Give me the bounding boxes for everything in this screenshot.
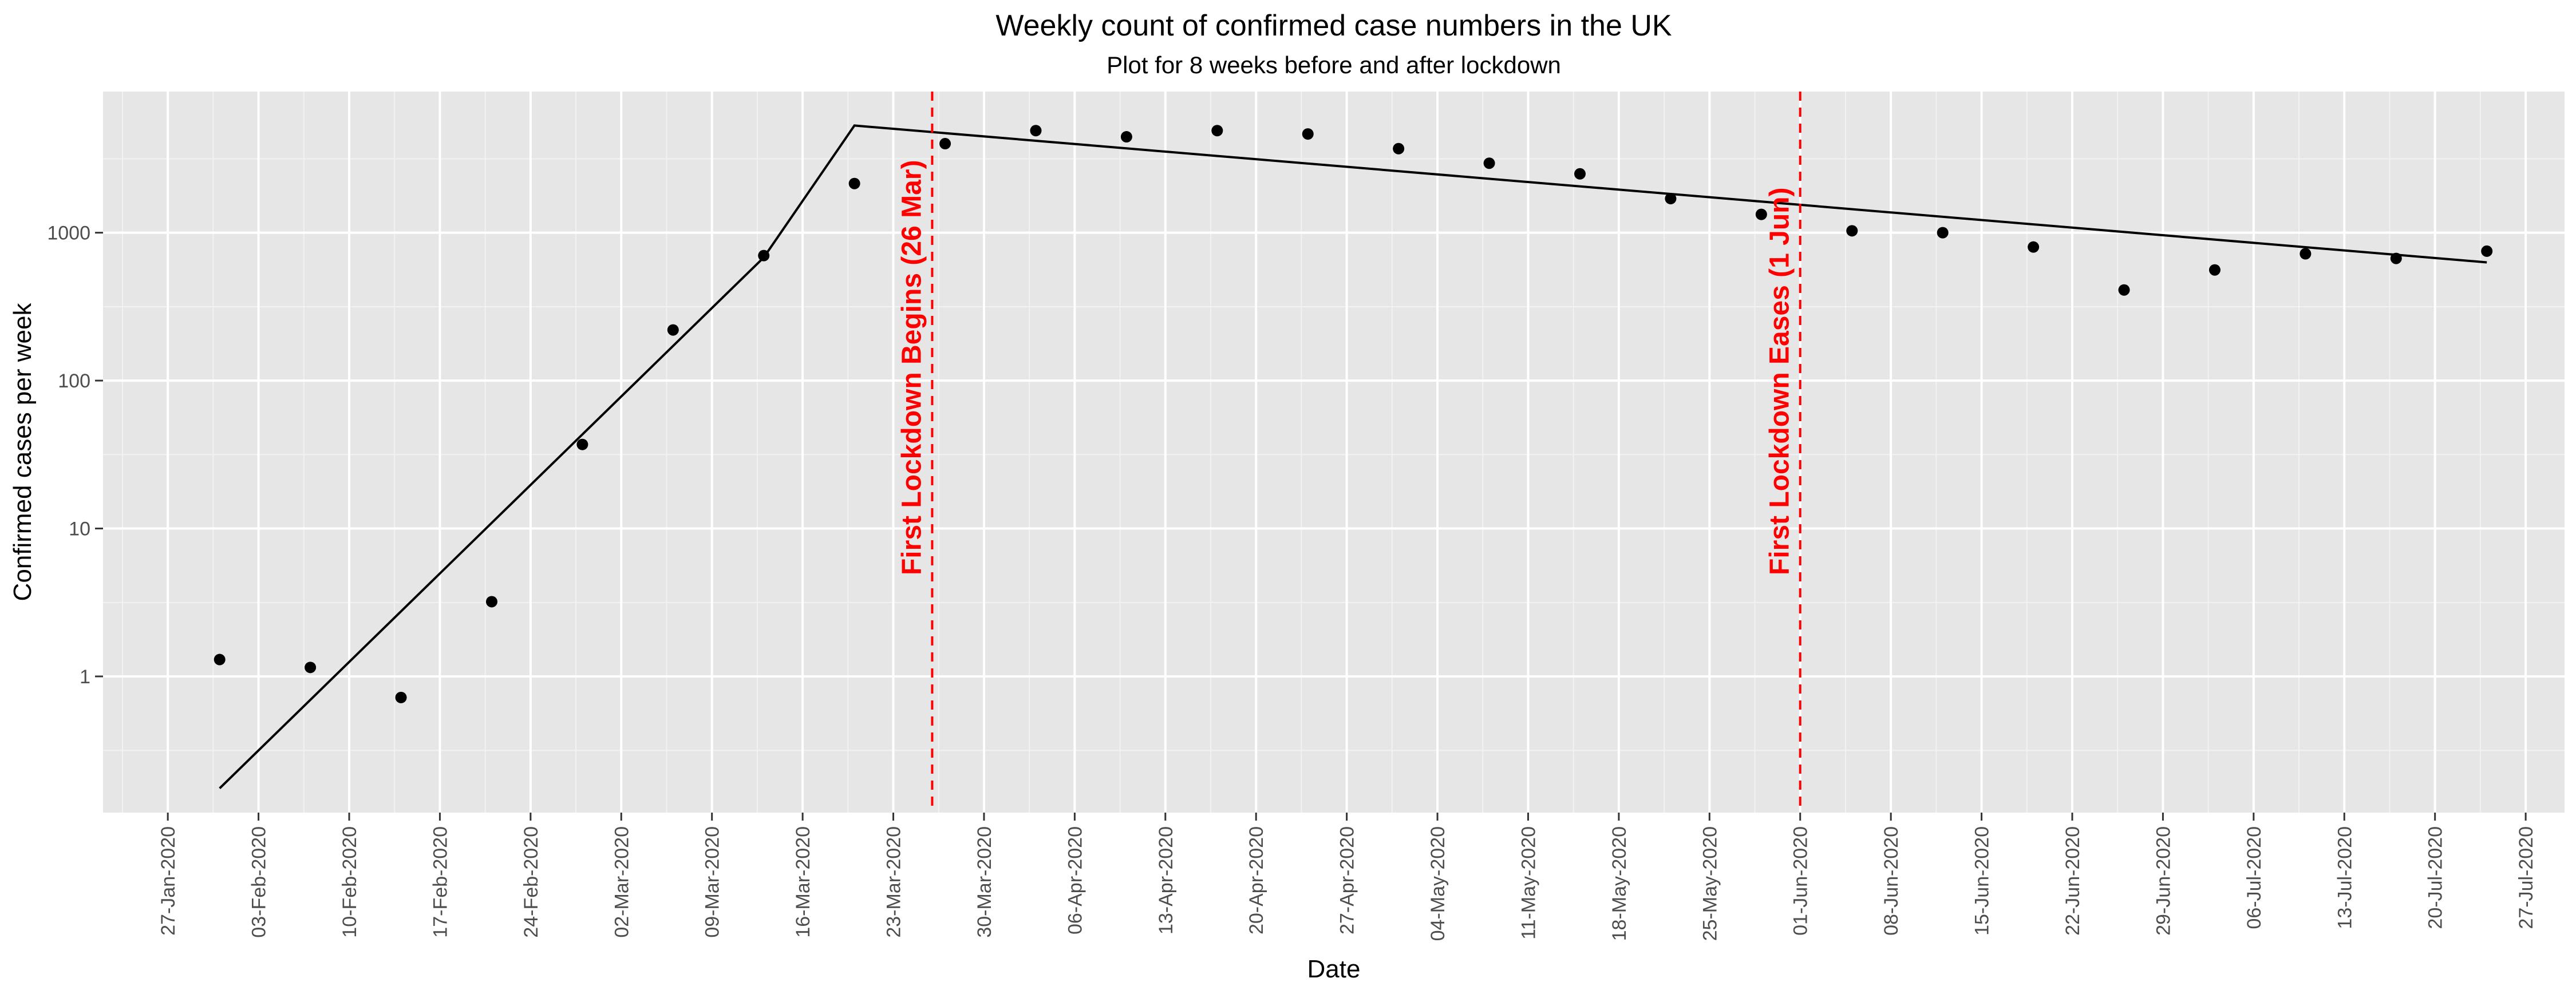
data-point	[305, 662, 317, 674]
data-point	[1483, 157, 1495, 169]
data-point	[2028, 241, 2040, 253]
x-tick-label: 06-Apr-2020	[1064, 826, 1086, 934]
data-point	[1574, 168, 1586, 180]
x-tick-label: 23-Mar-2020	[883, 826, 905, 938]
x-tick-label: 18-May-2020	[1609, 826, 1630, 941]
x-tick-label: 13-Apr-2020	[1155, 826, 1177, 934]
y-tick-label: 100	[58, 370, 90, 392]
x-tick-label: 17-Feb-2020	[429, 826, 451, 938]
y-tick-label: 1000	[47, 223, 90, 244]
lockdown-reference-label: First Lockdown Eases (1 Jun)	[1765, 188, 1795, 575]
data-point	[1302, 128, 1314, 140]
data-point	[1937, 227, 1949, 239]
y-tick-label: 1	[80, 666, 90, 688]
data-point	[2300, 248, 2312, 260]
x-tick-label: 22-Jun-2020	[2062, 826, 2084, 936]
x-tick-label: 29-Jun-2020	[2152, 826, 2174, 936]
points-layer	[214, 125, 2493, 703]
x-tick-label: 01-Jun-2020	[1790, 826, 1812, 936]
x-tick-label: 08-Jun-2020	[1880, 826, 1902, 936]
chart-title: Weekly count of confirmed case numbers i…	[995, 9, 1672, 42]
x-tick-label: 04-May-2020	[1427, 826, 1449, 941]
lockdown-reference-label: First Lockdown Begins (26 Mar)	[896, 160, 927, 575]
y-axis-title: Confirmed cases per week	[9, 303, 37, 601]
data-point	[1846, 225, 1858, 237]
y-tick-label: 10	[69, 518, 90, 540]
x-tick-label: 09-Mar-2020	[702, 826, 724, 938]
data-point	[2390, 252, 2402, 264]
x-tick-label: 27-Apr-2020	[1337, 826, 1358, 934]
data-point	[485, 596, 497, 608]
data-point	[667, 324, 679, 336]
x-tick-label: 24-Feb-2020	[520, 826, 542, 938]
data-point	[214, 654, 226, 666]
reference-lines-layer: First Lockdown Begins (26 Mar) First Lock…	[896, 92, 1801, 813]
data-point	[1120, 131, 1132, 143]
x-axis: 27-Jan-2020 03-Feb-2020 10-Feb-2020 17-Feb-…	[157, 813, 2537, 941]
x-tick-label: 02-Mar-2020	[611, 826, 633, 938]
x-tick-label: 15-Jun-2020	[1971, 826, 1993, 936]
x-tick-label: 03-Feb-2020	[248, 826, 270, 938]
data-point	[848, 177, 860, 189]
data-point	[1211, 125, 1223, 137]
data-point	[1030, 125, 1042, 137]
x-tick-label: 20-Jul-2020	[2425, 826, 2447, 929]
x-tick-label: 27-Jul-2020	[2515, 826, 2537, 929]
x-axis-title: Date	[1307, 955, 1361, 983]
data-point	[939, 138, 951, 150]
x-tick-label: 11-May-2020	[1518, 826, 1539, 940]
data-point	[395, 691, 407, 703]
x-tick-label: 20-Apr-2020	[1246, 826, 1267, 934]
data-point	[758, 250, 770, 262]
x-tick-label: 13-Jul-2020	[2334, 826, 2356, 929]
data-point	[2208, 264, 2221, 276]
x-tick-label: 10-Feb-2020	[339, 826, 361, 938]
x-tick-label: 30-Mar-2020	[974, 826, 995, 938]
chart-subtitle: Plot for 8 weeks before and after lockdo…	[1107, 52, 1561, 78]
data-point	[576, 438, 588, 450]
data-point	[1665, 193, 1677, 205]
minor-gridlines	[103, 92, 2565, 813]
x-tick-label: 16-Mar-2020	[792, 826, 814, 938]
x-tick-label: 27-Jan-2020	[157, 826, 179, 936]
data-point	[1755, 208, 1767, 220]
data-point	[1393, 142, 1405, 155]
x-tick-label: 25-May-2020	[1699, 826, 1721, 941]
plot-panel	[103, 92, 2565, 813]
x-tick-label: 06-Jul-2020	[2243, 826, 2265, 929]
data-point	[2481, 245, 2493, 257]
data-point	[2118, 284, 2130, 296]
y-axis: 1 10 100 1000	[47, 223, 103, 688]
